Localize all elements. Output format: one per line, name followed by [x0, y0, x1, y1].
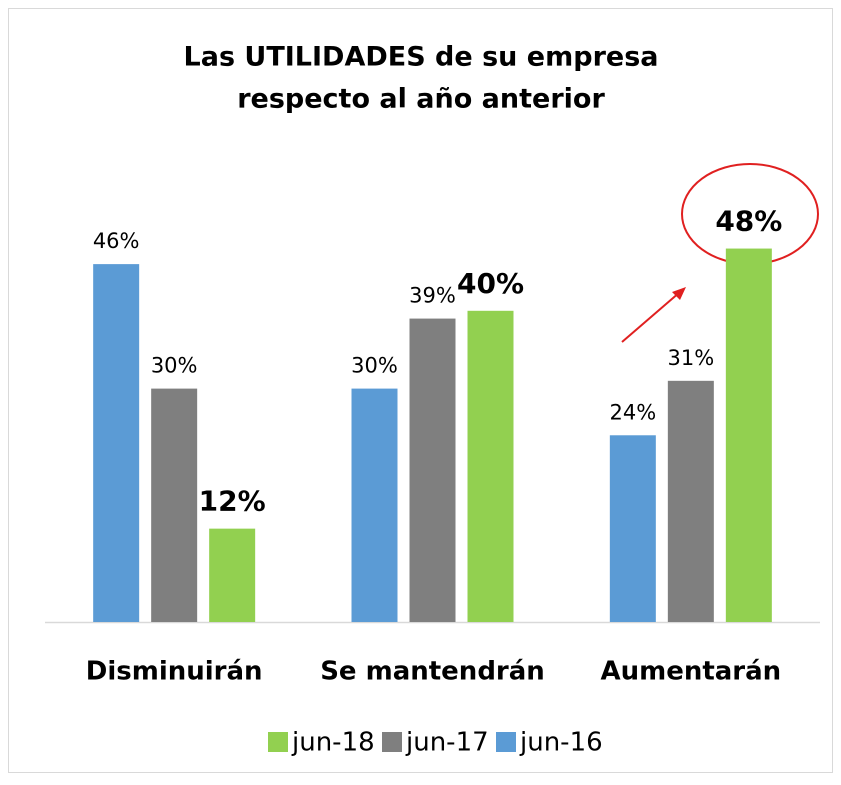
legend-label: jun-16	[519, 728, 603, 758]
bar	[609, 435, 656, 622]
arrow	[621, 291, 681, 343]
data-label: 40%	[457, 267, 524, 300]
bar	[667, 380, 714, 622]
bar	[209, 528, 256, 622]
bar	[351, 388, 398, 622]
bar	[467, 310, 514, 622]
chart-title: respecto al año anterior	[237, 84, 605, 115]
legend-swatch	[496, 732, 516, 752]
x-tick-label: Disminuirán	[86, 657, 263, 687]
bar	[409, 318, 456, 622]
data-label: 12%	[199, 485, 266, 518]
legend-swatch	[268, 732, 288, 752]
bar	[725, 248, 772, 622]
data-label: 30%	[351, 354, 398, 378]
data-label: 46%	[93, 229, 140, 253]
legend-swatch	[382, 732, 402, 752]
data-label: 39%	[409, 284, 456, 308]
legend-label: jun-18	[291, 728, 375, 758]
chart-title: Las UTILIDADES de su empresa	[184, 42, 659, 73]
bar	[151, 388, 198, 622]
data-label: 30%	[151, 354, 198, 378]
data-label: 48%	[715, 205, 782, 238]
bar	[93, 264, 140, 622]
data-label: 24%	[609, 400, 656, 424]
legend-label: jun-17	[405, 728, 489, 758]
arrow-head	[672, 287, 686, 300]
x-tick-label: Se mantendrán	[320, 657, 545, 687]
data-label: 31%	[667, 346, 714, 370]
x-tick-label: Aumentarán	[600, 657, 781, 687]
